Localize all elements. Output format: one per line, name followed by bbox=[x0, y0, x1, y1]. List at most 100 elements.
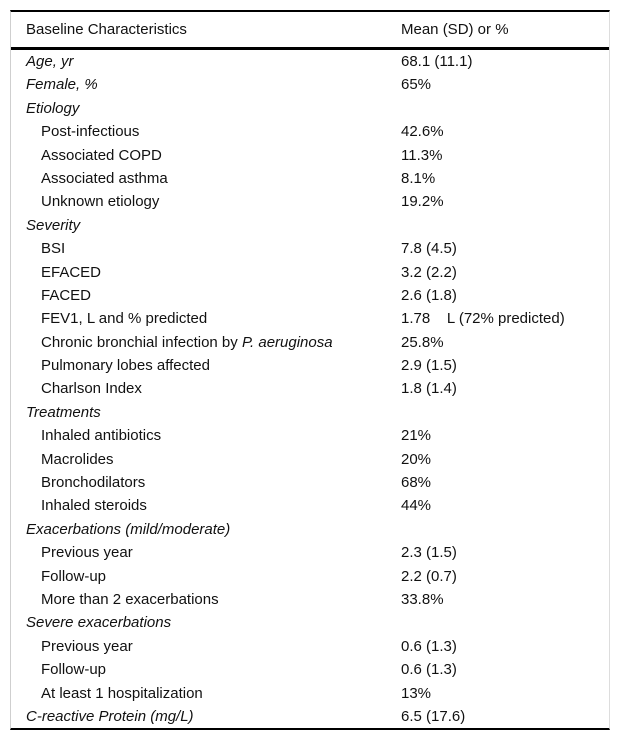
row-label-text: FACED bbox=[41, 286, 92, 304]
row-value: 44% bbox=[401, 497, 432, 515]
row-label: EFACED bbox=[11, 261, 401, 284]
table-row: Treatments bbox=[11, 401, 609, 424]
table-row: Previous year 0.6 (1.3) bbox=[11, 635, 609, 658]
row-label-text: FEV1, L and % predicted bbox=[41, 310, 208, 328]
table-row: Inhaled antibiotics 21% bbox=[11, 424, 609, 447]
row-value: 6.5 (17.6) bbox=[401, 707, 466, 725]
table-row: Macrolides 20% bbox=[11, 448, 609, 471]
row-value: 2.3 (1.5) bbox=[401, 544, 457, 562]
row-label: Post-infectious bbox=[11, 120, 401, 143]
table-row: Female, % 65% bbox=[11, 73, 609, 96]
table-row: Post-infectious 42.6% bbox=[11, 120, 609, 143]
row-label-text: Treatments bbox=[26, 403, 101, 421]
row-value: 3.2 (2.2) bbox=[401, 263, 457, 281]
row-label-text: Previous year bbox=[41, 637, 133, 655]
table-row: Associated asthma 8.1% bbox=[11, 167, 609, 190]
row-value: 8.1% bbox=[401, 169, 436, 187]
row-label: Female, % bbox=[11, 73, 401, 96]
row-label: Follow-up bbox=[11, 565, 401, 588]
table-row: Unknown etiology 19.2% bbox=[11, 190, 609, 213]
table-row: BSI 7.8 (4.5) bbox=[11, 237, 609, 260]
baseline-characteristics-table: Baseline Characteristics Mean (SD) or % … bbox=[10, 10, 610, 731]
row-label: Exacerbations (mild/moderate) bbox=[11, 518, 401, 541]
row-label: BSI bbox=[11, 237, 401, 260]
row-label: Pulmonary lobes affected bbox=[11, 354, 401, 377]
row-label-text: Follow-up bbox=[41, 661, 107, 679]
row-label: More than 2 exacerbations bbox=[11, 588, 401, 611]
row-label: Charlson Index bbox=[11, 377, 401, 400]
table-row: Follow-up 2.2 (0.7) bbox=[11, 565, 609, 588]
row-label-text: More than 2 exacerbations bbox=[41, 590, 219, 608]
table-row: Inhaled steroids 44% bbox=[11, 494, 609, 517]
row-label-text: Inhaled steroids bbox=[41, 497, 147, 515]
row-label: Severe exacerbations bbox=[11, 611, 401, 634]
table-row: Bronchodilators 68% bbox=[11, 471, 609, 494]
row-value: 21% bbox=[401, 427, 432, 445]
table-row: Charlson Index 1.8 (1.4) bbox=[11, 377, 609, 400]
row-label: Follow-up bbox=[11, 658, 401, 681]
table-row: FACED 2.6 (1.8) bbox=[11, 284, 609, 307]
row-value: 0.6 (1.3) bbox=[401, 637, 457, 655]
row-label: FACED bbox=[11, 284, 401, 307]
row-label-em: P. aeruginosa bbox=[241, 333, 333, 351]
table-row: More than 2 exacerbations 33.8% bbox=[11, 588, 609, 611]
row-value: 1.78 L (72% predicted) bbox=[401, 310, 565, 328]
table-row: Previous year 2.3 (1.5) bbox=[11, 541, 609, 564]
row-label: Associated COPD bbox=[11, 144, 401, 167]
row-label-text: Post-infectious bbox=[41, 123, 140, 141]
row-label-text: Associated COPD bbox=[41, 146, 162, 164]
table-row: Pulmonary lobes affected 2.9 (1.5) bbox=[11, 354, 609, 377]
row-label: Previous year bbox=[11, 541, 401, 564]
row-label: Macrolides bbox=[11, 448, 401, 471]
row-label-text: Previous year bbox=[41, 544, 133, 562]
row-label-text: Inhaled antibiotics bbox=[41, 427, 162, 445]
row-value: 68% bbox=[401, 474, 432, 492]
row-label: Unknown etiology bbox=[11, 190, 401, 213]
row-label-text: Macrolides bbox=[41, 450, 114, 468]
table-row: FEV1, L and % predicted 1.78 L (72% pred… bbox=[11, 307, 609, 330]
row-value: 13% bbox=[401, 684, 432, 702]
row-label-text: At least 1 hospitalization bbox=[41, 684, 203, 702]
table-body: Age, yr 68.1 (11.1) Female, % 65% Etiolo… bbox=[11, 50, 609, 728]
row-label-text: Chronic bronchial infection by bbox=[41, 333, 242, 351]
row-label-text: Charlson Index bbox=[41, 380, 142, 398]
row-label-text: Etiology bbox=[26, 99, 80, 117]
table-row: C-reactive Protein (mg/L) 6.5 (17.6) bbox=[11, 705, 609, 728]
row-label-text: Age, yr bbox=[26, 53, 74, 70]
table-row: Etiology bbox=[11, 97, 609, 120]
row-label-text: Severity bbox=[26, 216, 81, 234]
row-value: 2.9 (1.5) bbox=[401, 357, 457, 375]
row-label-text: Severe exacerbations bbox=[26, 614, 172, 632]
row-label: Chronic bronchial infection by P. aerugi… bbox=[11, 331, 401, 354]
row-value: 2.6 (1.8) bbox=[401, 286, 457, 304]
row-label: FEV1, L and % predicted bbox=[11, 307, 401, 330]
row-value: 19.2% bbox=[401, 193, 444, 211]
row-label-text: Follow-up bbox=[41, 567, 107, 585]
row-label: Etiology bbox=[11, 97, 401, 120]
row-label-text: Exacerbations (mild/moderate) bbox=[26, 520, 231, 538]
row-label: Inhaled antibiotics bbox=[11, 424, 401, 447]
table-header-row: Baseline Characteristics Mean (SD) or % bbox=[11, 12, 609, 50]
table-row: Age, yr 68.1 (11.1) bbox=[11, 50, 609, 73]
row-value: 33.8% bbox=[401, 590, 444, 608]
row-label: Bronchodilators bbox=[11, 471, 401, 494]
row-label-text: BSI bbox=[41, 240, 66, 258]
table-row: Chronic bronchial infection by P. aerugi… bbox=[11, 331, 609, 354]
table-row: Severe exacerbations bbox=[11, 611, 609, 634]
row-value: 68.1 (11.1) bbox=[401, 53, 473, 70]
header-col-mean-sd: Mean (SD) or % bbox=[401, 21, 509, 38]
table-row: At least 1 hospitalization 13% bbox=[11, 682, 609, 705]
row-label: Treatments bbox=[11, 401, 401, 424]
row-label-text: Associated asthma bbox=[41, 169, 168, 187]
row-label: At least 1 hospitalization bbox=[11, 682, 401, 705]
row-label-text: Pulmonary lobes affected bbox=[41, 357, 210, 375]
row-label: Age, yr bbox=[11, 50, 401, 73]
row-label: Previous year bbox=[11, 635, 401, 658]
row-value: 7.8 (4.5) bbox=[401, 240, 457, 258]
row-value: 11.3% bbox=[401, 146, 443, 164]
row-value: 65% bbox=[401, 76, 432, 94]
row-label: Inhaled steroids bbox=[11, 494, 401, 517]
row-label-text: Female, % bbox=[26, 76, 98, 94]
table-row: Severity bbox=[11, 214, 609, 237]
row-label-text: EFACED bbox=[41, 263, 102, 281]
